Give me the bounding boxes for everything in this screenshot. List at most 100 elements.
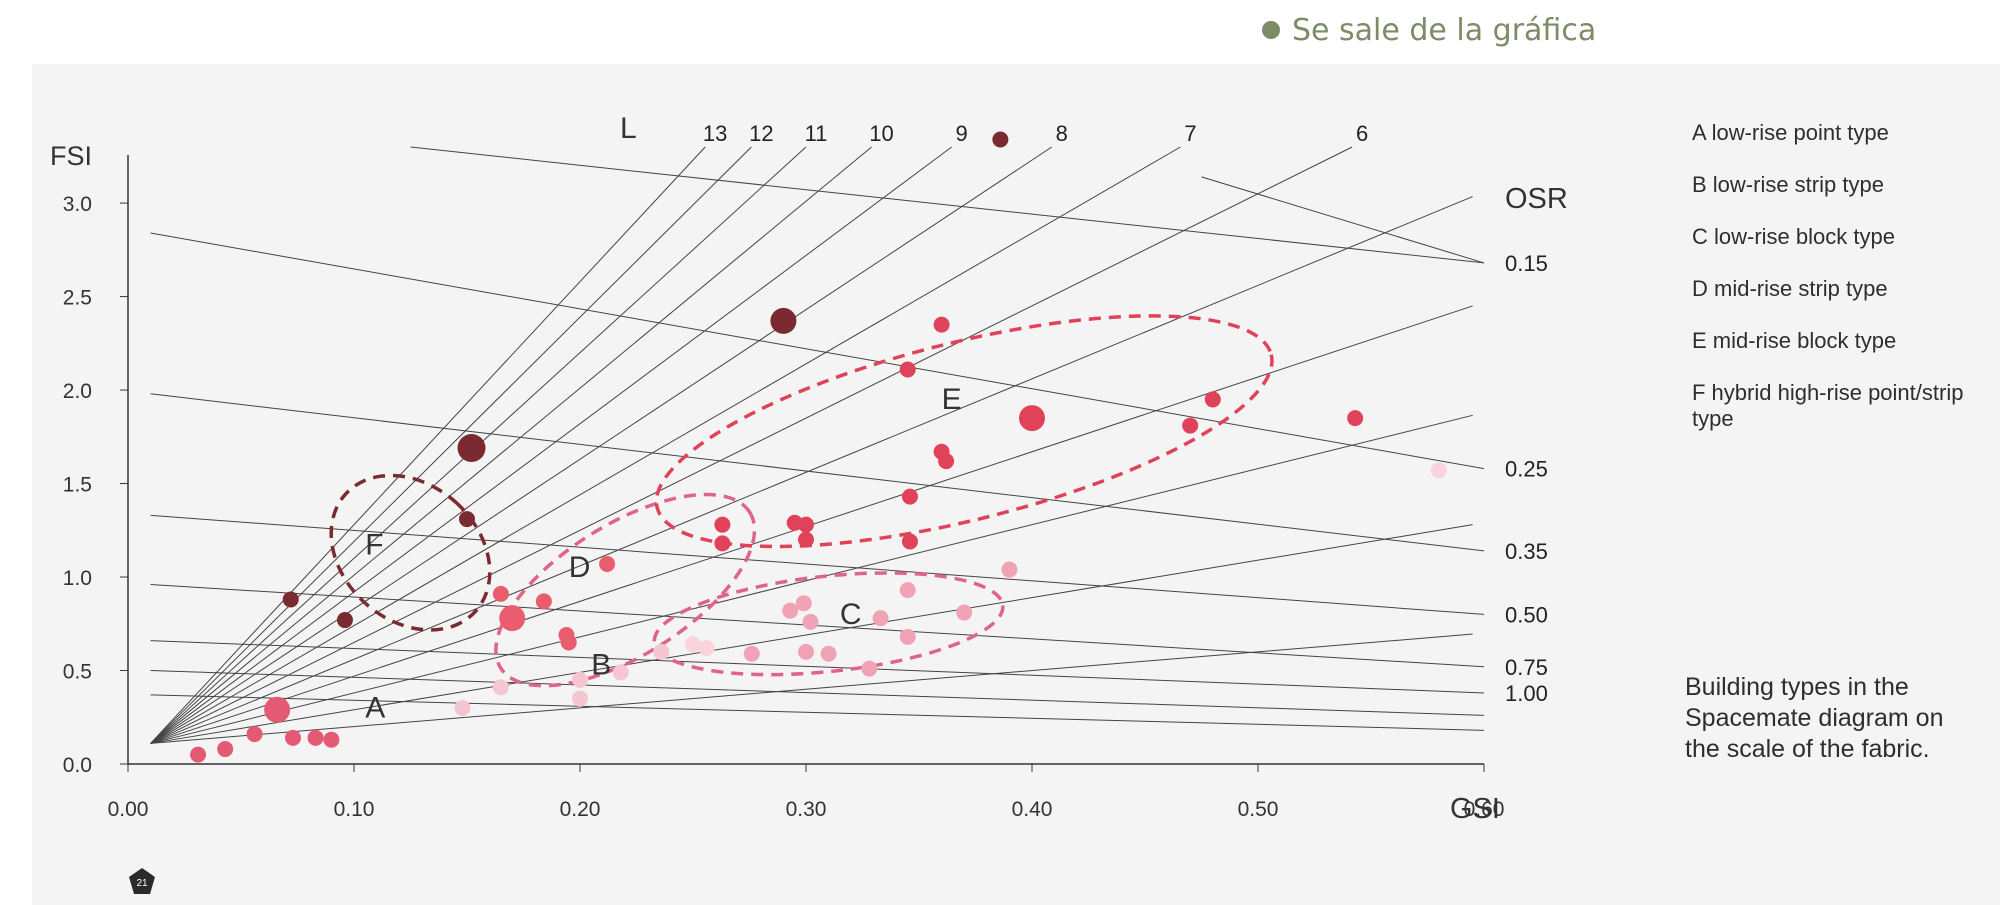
- osr-axis-label: OSR: [1505, 183, 1568, 215]
- data-point: [798, 531, 814, 548]
- data-points: [190, 131, 1447, 763]
- osr-label: 0.35: [1505, 539, 1548, 564]
- osr-line: [410, 146, 1485, 264]
- cluster-ellipse: [494, 492, 757, 688]
- chart-labels: 13 12 11 10 9 8 7 6 0.15 0.25 0.35 0.50 0.751.00 A B C D…: [365, 121, 1548, 724]
- data-point: [457, 434, 486, 463]
- y-tick-label: 2.0: [63, 380, 92, 403]
- cluster-ellipses: [329, 314, 1274, 688]
- legend-dot-icon: [1262, 21, 1280, 39]
- data-point: [714, 535, 731, 552]
- y-tick-label: 1.0: [63, 567, 92, 590]
- layer-line: [150, 146, 1181, 744]
- data-point: [743, 645, 760, 662]
- layer-label: 13: [703, 121, 727, 146]
- cluster-label: B: [591, 648, 611, 681]
- x-tick-label: 0.50: [1238, 798, 1279, 821]
- type-e: E mid-rise block type: [1692, 328, 1897, 353]
- cluster-label: D: [569, 551, 591, 584]
- data-point: [1204, 391, 1221, 408]
- data-point: [560, 634, 577, 651]
- data-point: [572, 690, 588, 707]
- data-point: [795, 595, 812, 612]
- data-point: [612, 664, 629, 681]
- cluster-ellipse: [329, 473, 492, 632]
- legend-note: Se sale de la gráfica: [1262, 8, 1596, 52]
- l-axis-label: L: [620, 112, 637, 145]
- osr-line: [150, 694, 1485, 731]
- data-point: [1347, 410, 1364, 427]
- data-point: [454, 699, 471, 716]
- layer-line: [150, 196, 1473, 744]
- data-point: [820, 645, 837, 662]
- data-point: [992, 131, 1009, 148]
- cluster-label: F: [365, 529, 383, 562]
- osr-label: 0.25: [1505, 457, 1548, 482]
- osr-line: [150, 514, 1485, 615]
- cluster-label: A: [365, 691, 385, 724]
- data-point: [492, 585, 509, 602]
- osr-label: 0.15: [1505, 251, 1548, 276]
- layer-line: [150, 414, 1473, 744]
- page-badge-icon: 21: [129, 868, 155, 894]
- data-point: [284, 729, 301, 746]
- data-point: [459, 511, 475, 528]
- data-point: [933, 316, 950, 333]
- y-tick-label: 1.5: [63, 474, 92, 497]
- type-f: F hybrid high-rise point/strip type: [1692, 380, 1964, 431]
- data-point: [802, 613, 819, 630]
- data-point: [872, 610, 889, 627]
- layer-label: 9: [956, 121, 968, 146]
- y-tick-label: 2.5: [63, 287, 92, 310]
- x-tick-label: 0.60: [1464, 798, 1505, 821]
- osr-line: [1201, 176, 1485, 264]
- data-point: [499, 605, 526, 632]
- axes: 0.00 0.10 0.20 0.30 0.40 0.50 0.60 0.0 0.5 1.0 1.5…: [50, 112, 1568, 825]
- data-point: [572, 671, 588, 688]
- osr-line: [150, 393, 1485, 552]
- data-point: [956, 604, 973, 621]
- x-tick-label: 0.00: [108, 798, 149, 821]
- data-point: [217, 741, 234, 758]
- y-axis-label: FSI: [50, 141, 92, 171]
- data-point: [190, 746, 207, 763]
- data-point: [899, 582, 916, 599]
- data-point: [307, 729, 324, 746]
- data-point: [264, 696, 291, 723]
- data-point: [1019, 405, 1045, 432]
- data-point: [782, 602, 799, 619]
- data-point: [246, 726, 263, 743]
- figure-caption: Building types in the Spacemate diagram …: [1685, 673, 1944, 763]
- y-tick-label: 3.0: [63, 193, 92, 216]
- data-point: [899, 361, 916, 378]
- data-point: [653, 643, 670, 660]
- x-tick-label: 0.40: [1012, 798, 1053, 821]
- layer-line: [150, 146, 872, 744]
- data-point: [798, 516, 814, 533]
- layer-label: 12: [749, 121, 773, 146]
- data-point: [336, 612, 353, 629]
- layer-line: [150, 524, 1473, 744]
- data-point: [1430, 462, 1447, 479]
- data-point: [714, 516, 731, 533]
- page-badge-text: 21: [136, 878, 148, 889]
- layer-label: 7: [1184, 121, 1196, 146]
- layer-line: [150, 146, 1353, 744]
- data-point: [1001, 561, 1018, 578]
- layer-line: [150, 146, 1053, 744]
- data-point: [938, 453, 955, 470]
- osr-line: [150, 670, 1485, 716]
- layer-line: [150, 146, 706, 744]
- data-point: [492, 679, 509, 696]
- data-point: [1182, 417, 1199, 434]
- data-point: [901, 488, 918, 505]
- cluster-label: C: [840, 598, 862, 631]
- data-point: [861, 660, 878, 677]
- type-c: C low-rise block type: [1692, 224, 1895, 249]
- layer-line: [150, 146, 752, 744]
- osr-label: 1.00: [1505, 681, 1548, 706]
- layer-label: 11: [805, 121, 828, 146]
- data-point: [535, 593, 552, 610]
- layer-label: 10: [869, 121, 893, 146]
